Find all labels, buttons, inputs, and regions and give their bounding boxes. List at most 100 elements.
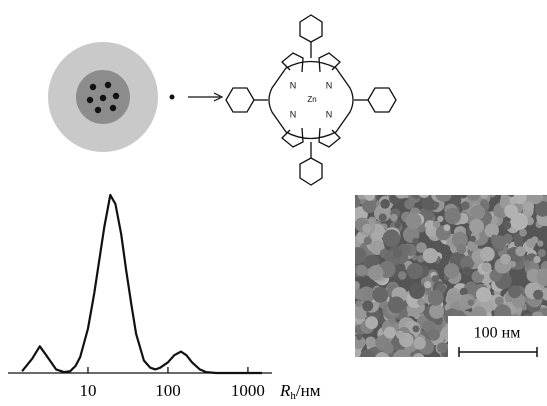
grain xyxy=(397,271,407,280)
grain xyxy=(460,255,475,270)
grain xyxy=(447,291,459,303)
grain xyxy=(408,282,426,299)
grain xyxy=(537,248,546,258)
grain xyxy=(541,287,547,301)
grain xyxy=(443,263,460,279)
grain xyxy=(444,207,461,225)
grain xyxy=(395,330,405,339)
grain xyxy=(368,265,384,281)
grain xyxy=(467,299,475,306)
grain xyxy=(515,246,526,257)
grain xyxy=(405,212,422,230)
grain xyxy=(389,195,401,205)
grain xyxy=(424,220,435,231)
grain xyxy=(375,351,390,357)
grain xyxy=(417,255,425,263)
grain xyxy=(456,243,467,254)
x-tick-label: 1000 xyxy=(231,381,265,400)
x-label-subscript: h xyxy=(290,390,296,402)
x-label-unit: /нм xyxy=(296,381,321,400)
grain xyxy=(500,253,511,265)
grain xyxy=(362,300,374,312)
grain xyxy=(378,213,387,222)
atom-label: Zn xyxy=(307,95,316,104)
grain xyxy=(526,268,541,283)
atom-label: N xyxy=(290,109,297,119)
grain xyxy=(479,246,495,262)
x-tick-label: 100 xyxy=(155,381,181,400)
grain xyxy=(388,317,396,325)
grain xyxy=(537,240,544,247)
grain xyxy=(427,290,444,306)
grain xyxy=(519,228,527,237)
grain xyxy=(406,263,423,280)
grain xyxy=(503,221,512,230)
grain xyxy=(432,220,441,229)
grain xyxy=(355,280,360,291)
grain xyxy=(535,201,547,217)
grain xyxy=(365,316,379,330)
grain xyxy=(365,336,377,348)
grain xyxy=(431,275,440,283)
grain xyxy=(412,353,425,357)
grain xyxy=(395,195,408,199)
grain xyxy=(382,342,394,355)
grain xyxy=(394,221,402,228)
grain xyxy=(489,215,499,225)
grain xyxy=(355,300,363,308)
grain xyxy=(412,195,417,196)
scale-bar-label: 100 нм xyxy=(474,325,521,342)
grain xyxy=(437,342,448,354)
micrograph xyxy=(355,195,547,357)
grain xyxy=(356,334,363,341)
grain xyxy=(449,195,462,207)
grain xyxy=(413,337,426,350)
grain xyxy=(514,238,524,248)
grain xyxy=(417,298,426,307)
grain xyxy=(437,215,444,223)
grain xyxy=(494,296,504,306)
grain xyxy=(355,288,365,300)
grain xyxy=(363,236,372,245)
grain xyxy=(433,201,440,208)
grain xyxy=(509,196,518,205)
grain xyxy=(462,266,472,276)
grain xyxy=(390,213,398,222)
grain xyxy=(360,349,375,357)
grain xyxy=(484,223,499,238)
grain xyxy=(412,195,421,200)
grain xyxy=(416,242,427,253)
grain xyxy=(355,247,367,265)
grain xyxy=(536,268,547,286)
grain xyxy=(508,285,522,299)
grain xyxy=(392,248,403,258)
scale-bar-box xyxy=(448,316,547,357)
grain xyxy=(510,212,528,231)
arrow xyxy=(188,92,224,102)
grain xyxy=(422,319,435,333)
molecule xyxy=(225,14,397,186)
atom-label: N xyxy=(290,80,297,90)
grain xyxy=(523,260,531,268)
grain xyxy=(469,235,476,242)
x-axis-label: Rh/нм xyxy=(279,381,321,402)
grain xyxy=(492,235,507,250)
x-label-symbol: R xyxy=(279,381,291,400)
grain xyxy=(362,223,372,234)
grain xyxy=(470,204,486,220)
grain xyxy=(364,195,376,201)
distribution-line xyxy=(21,193,262,375)
grain xyxy=(380,199,390,209)
grain xyxy=(355,264,368,276)
grain xyxy=(531,236,539,244)
grain xyxy=(461,201,470,210)
grain xyxy=(481,262,492,273)
grain xyxy=(393,349,411,357)
grain xyxy=(362,199,377,214)
grain xyxy=(475,287,492,303)
grain xyxy=(504,204,518,218)
atom-label: N xyxy=(326,80,333,90)
grain xyxy=(412,237,419,244)
grain xyxy=(422,247,439,264)
